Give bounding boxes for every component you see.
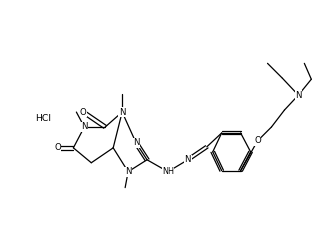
Text: O: O [80, 108, 87, 117]
Text: N: N [125, 167, 131, 176]
Text: N: N [81, 122, 88, 131]
Text: N: N [133, 138, 139, 147]
Text: NH: NH [162, 167, 174, 176]
Text: N: N [295, 91, 302, 100]
Text: O: O [54, 143, 61, 152]
Text: HCl: HCl [36, 113, 52, 122]
Text: O: O [254, 136, 261, 145]
Text: N: N [185, 155, 191, 164]
Text: N: N [119, 108, 126, 117]
